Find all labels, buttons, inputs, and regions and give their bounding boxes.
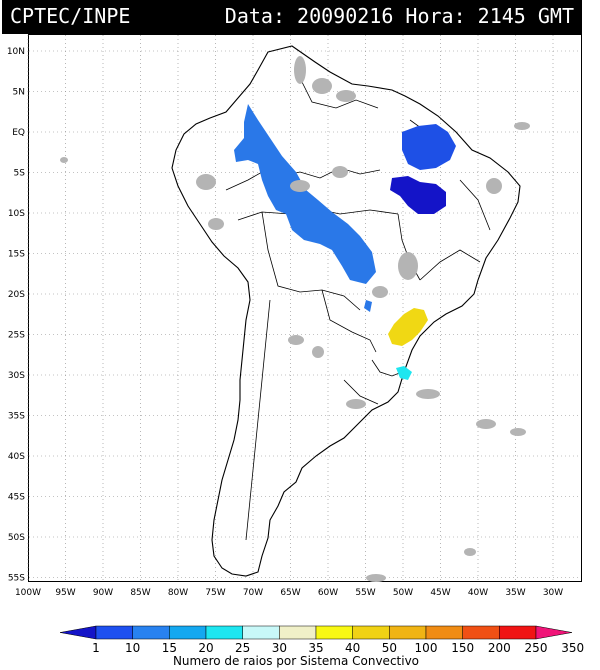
colorbar-segment <box>59 625 97 640</box>
convective-systems-blue <box>234 104 456 312</box>
colorbar-label: 50 <box>382 641 397 655</box>
latitude-label: 35S <box>8 412 25 422</box>
latitude-label: 15S <box>8 250 25 260</box>
longitude-label: 95W <box>55 588 75 598</box>
grid-lines <box>27 35 581 581</box>
map-header: CPTEC/INPE Data: 20090216 Hora: 2145 GMT <box>2 0 582 34</box>
source-title: CPTEC/INPE <box>10 4 131 28</box>
latitude-label: 55S <box>8 574 25 584</box>
colorbar-label: 25 <box>235 641 250 655</box>
longitude-label: 100W <box>15 588 41 598</box>
longitude-labels: 100W 95W 90W 85W 80W 75W 70W 65W 60W 55W 50W 45W 40W… <box>15 588 563 598</box>
colorbar-segment <box>132 625 170 640</box>
latitude-label: 20S <box>8 290 25 300</box>
longitude-label: 30W <box>543 588 563 598</box>
colorbar-segment <box>169 625 207 640</box>
colorbar-segment <box>389 625 427 640</box>
colorbar-segment <box>242 625 280 640</box>
longitude-label: 70W <box>243 588 263 598</box>
colorbar-segment <box>499 625 537 640</box>
longitude-label: 45W <box>430 588 450 598</box>
latitude-label: 5S <box>14 169 26 179</box>
colorbar-label: 1 <box>92 641 100 655</box>
colorbar-label: 20 <box>198 641 213 655</box>
map-frame <box>28 34 582 582</box>
south-america-coastline <box>171 45 521 577</box>
colorbar-label: 15 <box>162 641 177 655</box>
colorbar-segment <box>315 625 353 640</box>
colorbar-label: 10 <box>125 641 140 655</box>
colorbar-segment <box>462 625 500 640</box>
colorbar-segment <box>95 625 133 640</box>
colorbar-segment <box>205 625 243 640</box>
latitude-label: 30S <box>8 371 25 381</box>
longitude-label: 40W <box>468 588 488 598</box>
colorbar: 1 10 15 20 25 30 35 40 50 100 150 200 250 350 <box>59 625 584 655</box>
colorbar-segment <box>352 625 390 640</box>
latitude-label: 5N <box>13 88 25 98</box>
colorbar-title: Numero de raios por Sistema Convectivo <box>173 654 419 668</box>
convective-systems-yellow <box>388 308 428 346</box>
latitude-label: 50S <box>8 533 25 543</box>
colorbar-segment <box>425 625 463 640</box>
longitude-label: 50W <box>393 588 413 598</box>
colorbar-label: 40 <box>345 641 360 655</box>
datetime-title: Data: 20090216 Hora: 2145 GMT <box>224 4 574 28</box>
latitude-label: 10S <box>8 209 25 219</box>
colorbar-label: 150 <box>451 641 474 655</box>
colorbar-segment <box>535 625 573 640</box>
latitude-labels: 10N 5N EQ 5S 10S 15S 20S 25S 30S 35S 40S 45S 50S 55S <box>7 47 25 584</box>
longitude-label: 60W <box>318 588 338 598</box>
latitude-label: EQ <box>12 128 25 138</box>
colorbar-label: 30 <box>272 641 287 655</box>
longitude-label: 75W <box>205 588 225 598</box>
longitude-label: 80W <box>168 588 188 598</box>
longitude-label: 90W <box>93 588 113 598</box>
latitude-label: 25S <box>8 331 25 341</box>
longitude-label: 55W <box>355 588 375 598</box>
colorbar-segment <box>279 625 317 640</box>
longitude-label: 65W <box>280 588 300 598</box>
latitude-label: 10N <box>7 47 25 57</box>
colorbar-label: 35 <box>308 641 323 655</box>
colorbar-label: 350 <box>561 641 584 655</box>
convective-systems-cyan <box>396 366 412 380</box>
cloud-patches-gray <box>60 56 530 582</box>
longitude-label: 35W <box>505 588 525 598</box>
colorbar-label: 250 <box>525 641 548 655</box>
latitude-label: 40S <box>8 452 25 462</box>
latitude-label: 45S <box>8 493 25 503</box>
colorbar-label: 200 <box>488 641 511 655</box>
longitude-label: 85W <box>130 588 150 598</box>
colorbar-label: 100 <box>415 641 438 655</box>
